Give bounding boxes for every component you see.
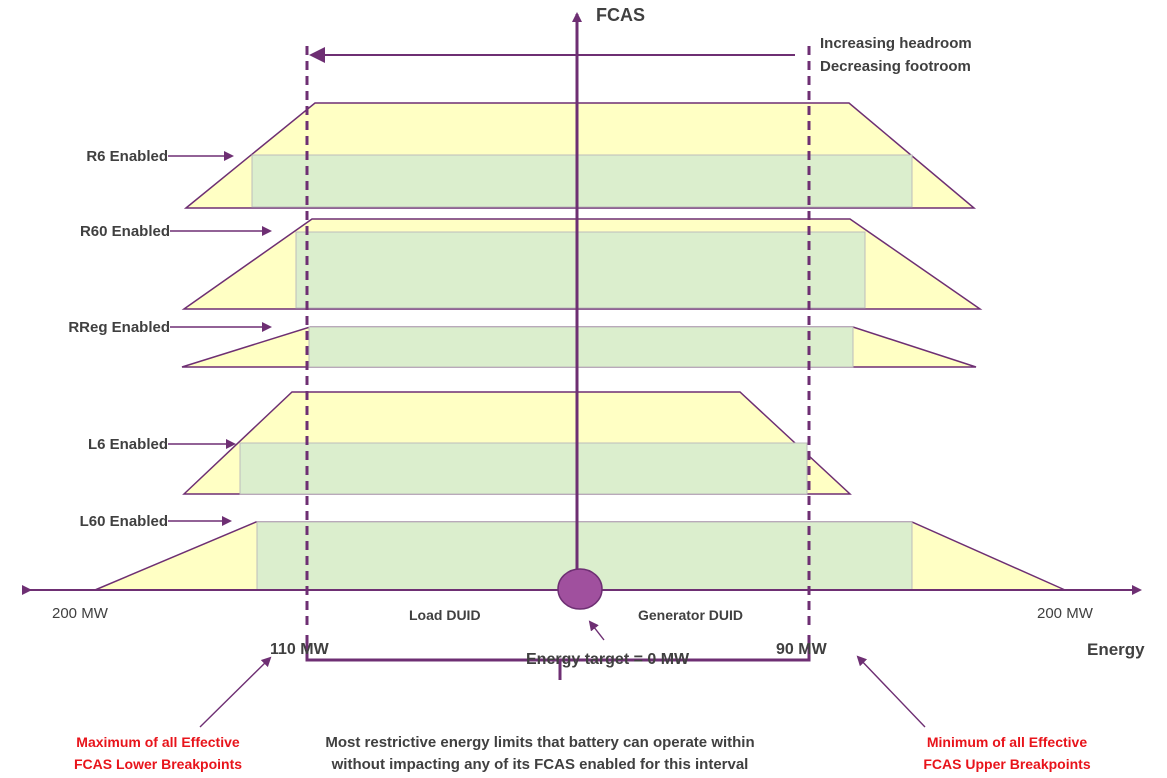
upper-note-line1: Minimum of all Effective (927, 734, 1087, 750)
upper-breakpoint-value: 90 MW (776, 641, 828, 658)
middle-note-line2: without impacting any of its FCAS enable… (331, 756, 749, 773)
lower-breakpoint-value: 110 MW (270, 641, 330, 658)
energy-target-dot (557, 568, 603, 610)
lower-note-line1: Maximum of all Effective (76, 734, 240, 750)
r60-enabled-range (295, 231, 866, 309)
rreg-enabled-range (308, 326, 854, 368)
r60-band (181, 218, 983, 310)
middle-note-line1: Most restrictive energy limits that batt… (325, 734, 754, 751)
l6-label: L6 Enabled (88, 436, 168, 453)
restrictive-range-bracket (305, 635, 811, 680)
energy-target-label: Energy target = 0 MW (526, 651, 690, 668)
rreg-band (181, 326, 977, 368)
upper-note-pointer (856, 655, 926, 728)
lower-note-pointer (199, 656, 272, 728)
r60-label: R60 Enabled (80, 223, 170, 240)
direction-note-line1: Increasing headroom (820, 35, 972, 52)
direction-note-line2: Decreasing footroom (820, 58, 971, 75)
energy-axis-title: Energy (1087, 640, 1145, 659)
upper-note-line2: FCAS Upper Breakpoints (923, 756, 1090, 772)
lower-note-line2: FCAS Lower Breakpoints (74, 756, 242, 772)
target-pointer (588, 620, 605, 641)
l6-enabled-range (239, 442, 808, 495)
fcas-axis-title: FCAS (596, 5, 645, 25)
rreg-label: RReg Enabled (68, 319, 170, 336)
l60-label: L60 Enabled (80, 513, 168, 530)
r6-enabled-range (251, 154, 913, 208)
generator-duid-label: Generator DUID (638, 607, 743, 623)
load-duid-label: Load DUID (409, 607, 481, 623)
r6-band (183, 102, 977, 209)
r6-label: R6 Enabled (86, 148, 168, 165)
left-end-label: 200 MW (52, 605, 109, 622)
l60-band (94, 521, 1066, 591)
right-end-label: 200 MW (1037, 605, 1094, 622)
l6-band (182, 391, 852, 495)
